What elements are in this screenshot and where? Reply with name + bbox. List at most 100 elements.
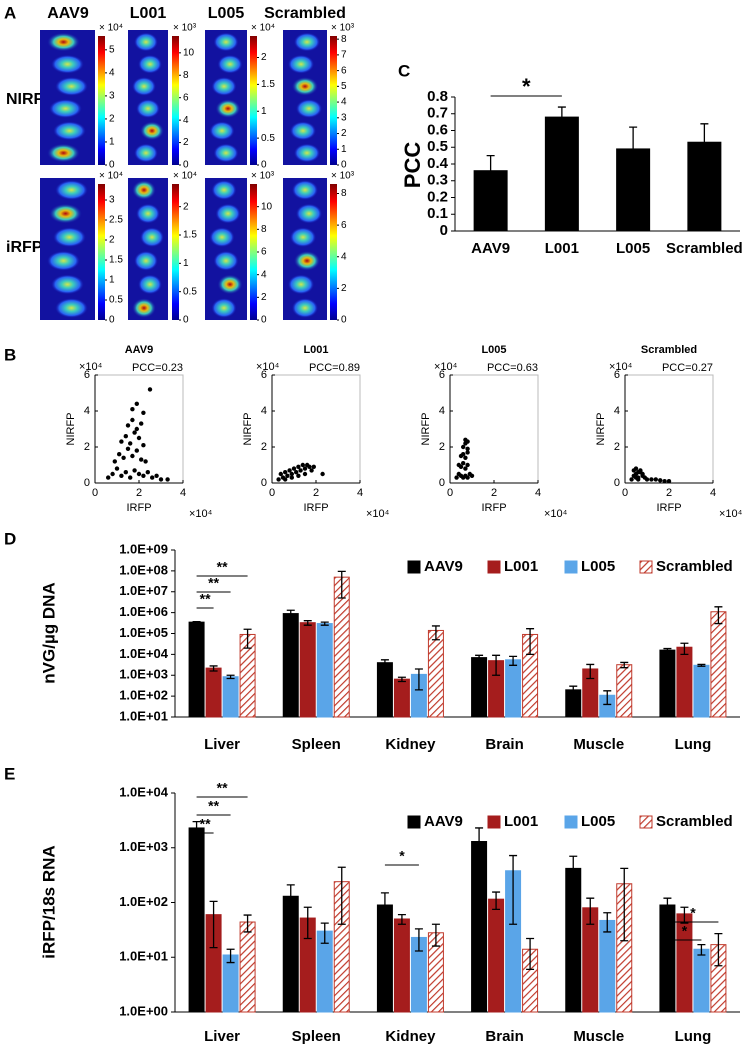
point	[465, 462, 470, 468]
colorbar-tick-label: 8	[341, 188, 347, 199]
tissue-signal	[293, 32, 321, 52]
legend-swatch	[639, 560, 653, 574]
legend-label: Scrambled	[656, 813, 733, 830]
y-tick-label: 2	[439, 441, 445, 453]
y-tick-label: 1.0E+03	[119, 667, 168, 682]
error-bar	[603, 690, 612, 706]
point	[302, 466, 308, 471]
point	[110, 471, 115, 477]
x-tick-label: 2	[666, 487, 672, 499]
colorbar-tick-label: 8	[183, 70, 189, 81]
point	[633, 466, 639, 471]
y-tick-label: 1.0E+00	[119, 1003, 168, 1018]
colorbar-tick-label: 1.5	[261, 79, 275, 90]
colorbar-multiplier: × 10³	[251, 171, 275, 182]
x-axis-label: IRFP	[126, 502, 151, 514]
point	[287, 468, 292, 473]
legend-swatch	[407, 560, 421, 574]
point	[134, 426, 139, 432]
colorbar	[172, 184, 179, 320]
x-tick-label: 4	[710, 487, 716, 499]
tissue-signal	[213, 32, 239, 52]
x-tick-label: Lung	[675, 1028, 712, 1045]
point	[463, 455, 468, 460]
bar	[710, 611, 727, 718]
error-bar	[586, 663, 595, 680]
y-axis-label: NIRFP	[420, 413, 432, 446]
point	[123, 470, 128, 475]
colorbar-tick-label: 8	[261, 224, 267, 235]
error-bar	[286, 884, 295, 920]
y-tick-label: 6	[84, 369, 90, 381]
y-tick-label: 0	[84, 477, 90, 489]
y-multiplier: ×10⁴	[256, 361, 280, 373]
x-tick-label: 0	[92, 487, 98, 499]
error-bar	[475, 654, 484, 662]
x-tick-label: Muscle	[573, 1028, 624, 1045]
bar	[687, 141, 722, 232]
legend-label: L001	[504, 813, 538, 830]
bar	[376, 662, 393, 718]
error-bar	[337, 570, 346, 599]
tissue-signal	[215, 203, 241, 224]
significance-label: *	[690, 905, 696, 921]
legend-label: L001	[504, 558, 538, 575]
point	[141, 473, 146, 478]
tissue-signal	[291, 298, 319, 318]
fluorescence-image	[128, 30, 168, 165]
error-bar	[320, 922, 329, 944]
bar	[316, 623, 333, 718]
tissue-signal	[211, 180, 237, 200]
point	[289, 475, 294, 480]
x-tick-label: 4	[357, 487, 363, 499]
error-bar	[380, 892, 389, 932]
colorbar-tick-label: 0	[261, 315, 267, 326]
colorbar-tick-label: 3	[341, 112, 347, 123]
plot-frame	[271, 374, 361, 484]
fluorescence-image	[40, 178, 95, 320]
tissue-signal	[217, 274, 243, 295]
tissue-signal	[140, 121, 164, 141]
y-tick-label: 2	[261, 441, 267, 453]
legend-swatch	[639, 815, 653, 829]
annotation: PCC=0.63	[487, 362, 538, 374]
y-tick-label: 0	[440, 222, 448, 239]
colorbar	[98, 36, 105, 165]
bar	[393, 918, 410, 1013]
error-bar	[209, 665, 218, 672]
error-bar	[680, 906, 689, 924]
point	[662, 479, 667, 484]
colorbar-multiplier: × 10³	[331, 23, 355, 34]
legend-swatch	[487, 815, 501, 829]
point	[139, 421, 144, 426]
bar	[505, 659, 522, 718]
point	[119, 439, 124, 444]
significance-label: *	[682, 923, 688, 939]
point	[125, 446, 131, 451]
colorbar-tick-label: 0	[261, 160, 267, 171]
point	[106, 475, 111, 480]
legend-swatch	[564, 560, 578, 574]
bar	[299, 622, 316, 718]
tissue-signal	[293, 250, 321, 271]
point	[298, 468, 303, 473]
x-tick-label: Kidney	[385, 736, 436, 753]
tissue-signal	[295, 99, 323, 119]
panel-label: D	[4, 529, 16, 548]
colorbar-tick-label: 7	[341, 50, 347, 61]
point	[141, 410, 146, 415]
tissue-signal	[49, 203, 82, 224]
legend-label: AAV9	[424, 558, 463, 575]
colorbar-tick-label: 3	[109, 195, 115, 206]
tissue-signal	[293, 143, 321, 163]
y-tick-label: 0.5	[427, 138, 448, 155]
colorbar-tick-label: 2	[261, 52, 267, 63]
colorbar-tick-label: 0	[341, 315, 347, 326]
colorbar-tick-label: 2	[109, 235, 115, 246]
chart-title: L001	[303, 344, 328, 356]
tissue-signal	[209, 121, 235, 141]
y-tick-label: 6	[614, 369, 620, 381]
y-tick-label: 1.0E+08	[119, 562, 168, 577]
